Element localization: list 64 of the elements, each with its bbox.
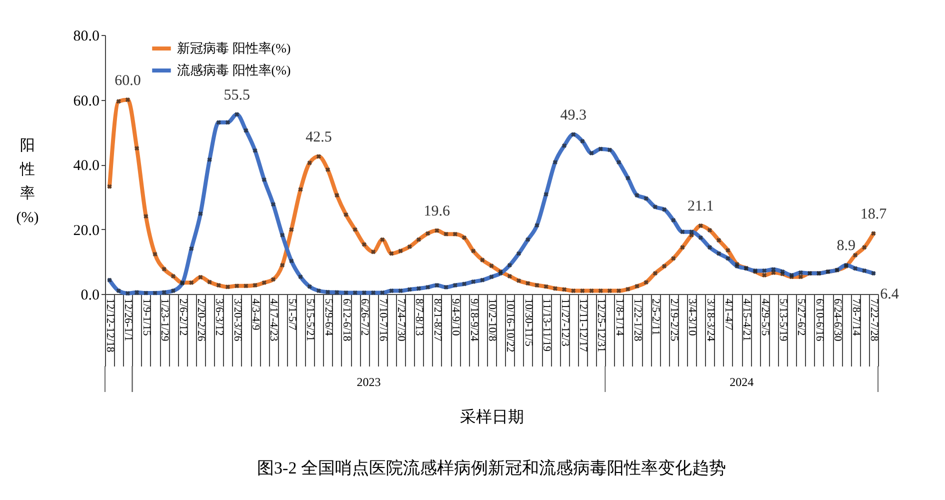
data-label: 8.9 bbox=[836, 238, 856, 254]
x-tick-label: 2/20-2/26 bbox=[194, 298, 207, 342]
x-tick-label: 1/22-1/28 bbox=[632, 298, 644, 342]
data-label: 60.0 bbox=[114, 72, 141, 89]
x-tick-label: 3/4-3/10 bbox=[686, 298, 698, 336]
x-tick-label: 4/17-4/23 bbox=[268, 298, 280, 342]
x-tick-label: 6/26-7/2 bbox=[358, 298, 371, 336]
x-tick-label: 12/25-12/31 bbox=[595, 298, 608, 352]
x-tick-label: 10/2-10/8 bbox=[486, 298, 498, 342]
x-tick-label: 5/13-5/19 bbox=[777, 298, 790, 342]
x-tick-label: 4/15-4/21 bbox=[740, 298, 753, 342]
x-tick-label: 7/22-7/28 bbox=[868, 298, 880, 342]
x-tick-label: 5/29-6/4 bbox=[322, 298, 334, 336]
x-tick-label: 7/10-7/16 bbox=[376, 298, 389, 342]
x-tick-label: 10/30-11/5 bbox=[522, 298, 534, 347]
x-tick-label: 3/18-3/24 bbox=[704, 298, 716, 342]
x-tick-label: 1/8-1/14 bbox=[613, 298, 626, 336]
data-label: 55.5 bbox=[224, 87, 250, 104]
x-tick-label: 1/23-1/29 bbox=[158, 298, 171, 342]
y-tick-label: 20.0 bbox=[73, 222, 100, 239]
x-tick-label: 7/24-7/30 bbox=[395, 298, 408, 342]
x-tick-label: 3/20-3/26 bbox=[231, 298, 244, 342]
data-label: 42.5 bbox=[306, 129, 332, 146]
x-tick-label: 1/9-1/15 bbox=[140, 298, 152, 336]
data-label: 21.1 bbox=[688, 198, 714, 215]
x-tick-label: 10/16-10/22 bbox=[504, 298, 516, 352]
y-tick-label: 60.0 bbox=[73, 93, 100, 110]
y-axis-title: 阳性率(%) bbox=[16, 138, 39, 226]
data-label: 19.6 bbox=[424, 204, 451, 220]
x-tick-label: 8/7-8/13 bbox=[413, 298, 426, 336]
data-label: 18.7 bbox=[860, 206, 888, 222]
x-tick-label: 4/29-5/5 bbox=[758, 298, 771, 336]
x-tick-label: 6/12-6/18 bbox=[340, 298, 352, 342]
x-tick-label: 9/4-9/10 bbox=[450, 298, 462, 336]
x-tick-label: 8/21-8/27 bbox=[431, 298, 444, 342]
x-tick-label: 2/19-2/25 bbox=[668, 298, 680, 342]
y-tick-label: 80.0 bbox=[73, 28, 100, 44]
y-tick-label: 0.0 bbox=[80, 288, 100, 304]
x-tick-label: 6/10-6/16 bbox=[813, 298, 826, 342]
legend-label: 新冠病毒 阳性率(%) bbox=[177, 40, 291, 56]
x-tick-label: 5/1-5/7 bbox=[286, 298, 298, 331]
x-tick-label: 5/15-5/21 bbox=[304, 298, 316, 342]
x-tick-label: 4/1-4/7 bbox=[722, 298, 734, 331]
x-tick-label: 5/27-6/2 bbox=[795, 298, 808, 336]
legend-label: 流感病毒 阳性率(%) bbox=[177, 62, 291, 78]
x-tick-label: 12/12-12/18 bbox=[104, 298, 116, 353]
x-tick-label: 2/5-2/11 bbox=[650, 298, 662, 336]
x-tick-label: 6/24-6/30 bbox=[832, 298, 844, 342]
x-tick-label: 12/11-12/17 bbox=[576, 298, 589, 352]
x-tick-label: 11/27-12/3 bbox=[558, 298, 571, 347]
x-tick-label: 3/6-3/12 bbox=[213, 298, 226, 336]
text: 图3-2 全国哨点医院流感样病例新冠和流感病毒阳性率变化趋势 bbox=[257, 458, 726, 478]
text: 2023 bbox=[356, 375, 381, 389]
x-tick-label: 12/26-1/1 bbox=[122, 298, 134, 342]
x-tick-label: 4/3-4/9 bbox=[250, 298, 262, 331]
x-axis-title: 采样日期 bbox=[460, 408, 524, 426]
data-label: 6.4 bbox=[880, 286, 900, 302]
y-tick-label: 40.0 bbox=[73, 158, 100, 174]
x-tick-label: 11/13-11/19 bbox=[540, 298, 553, 352]
x-tick-label: 2/6-2/12 bbox=[176, 298, 189, 336]
text: 2024 bbox=[730, 375, 754, 389]
x-tick-label: 7/8-7/14 bbox=[850, 298, 862, 336]
data-label: 49.3 bbox=[560, 107, 586, 124]
x-tick-label: 9/18-9/24 bbox=[468, 298, 480, 342]
